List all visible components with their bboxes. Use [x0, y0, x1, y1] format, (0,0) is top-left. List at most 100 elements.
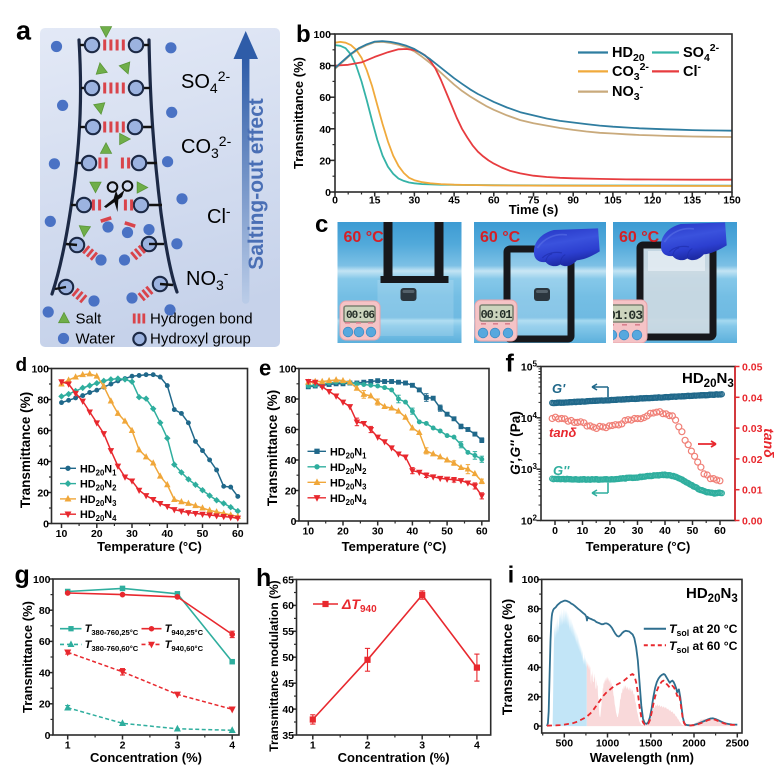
svg-text:Transmittance (%): Transmittance (%): [20, 601, 35, 713]
svg-text:Transmittance (%): Transmittance (%): [500, 599, 515, 715]
svg-text:80: 80: [39, 605, 51, 617]
svg-text:100: 100: [33, 574, 51, 586]
svg-text:3: 3: [174, 740, 180, 752]
svg-text:HD20N3: HD20N3: [330, 477, 367, 491]
svg-text:g: g: [15, 561, 30, 589]
svg-text:40: 40: [528, 662, 540, 674]
svg-text:Hydrogen bond: Hydrogen bond: [150, 311, 253, 328]
svg-text:40: 40: [39, 667, 51, 679]
svg-text:0.02: 0.02: [742, 454, 763, 466]
svg-text:4: 4: [474, 740, 480, 752]
svg-text:G'': G'': [553, 463, 570, 478]
svg-text:1: 1: [310, 740, 316, 752]
svg-text:50: 50: [687, 525, 699, 537]
svg-text:b: b: [296, 21, 311, 48]
svg-text:60 °C: 60 °C: [619, 229, 660, 246]
svg-text:tanδ: tanδ: [761, 428, 777, 458]
svg-text:Hydroxyl group: Hydroxyl group: [150, 331, 251, 348]
svg-text:45: 45: [282, 678, 294, 690]
svg-text:Concentration (%): Concentration (%): [338, 750, 450, 765]
svg-text:100: 100: [313, 29, 331, 41]
svg-text:20: 20: [337, 526, 349, 538]
svg-text:HD20N1: HD20N1: [80, 463, 117, 477]
svg-text:Transmittance modulation (%): Transmittance modulation (%): [267, 580, 281, 751]
svg-text:2000: 2000: [682, 738, 706, 750]
svg-text:HD20N2: HD20N2: [330, 462, 367, 476]
svg-text:Concentration (%): Concentration (%): [90, 750, 202, 765]
svg-text:G': G': [552, 381, 566, 396]
svg-text:0.03: 0.03: [742, 423, 763, 435]
svg-text:0.00: 0.00: [742, 516, 763, 528]
svg-text:HD20N4: HD20N4: [80, 509, 117, 523]
svg-text:15: 15: [369, 195, 381, 207]
svg-text:Cl-: Cl-: [683, 61, 702, 80]
svg-text:60: 60: [285, 424, 297, 436]
svg-text:50: 50: [441, 526, 453, 538]
svg-text:30: 30: [409, 195, 421, 207]
svg-text:tanδ: tanδ: [549, 425, 577, 440]
svg-text:HD20N1: HD20N1: [330, 446, 367, 460]
svg-text:Temperature (°C): Temperature (°C): [97, 539, 202, 554]
svg-text:105: 105: [604, 195, 622, 207]
svg-text:10: 10: [56, 528, 68, 540]
svg-text:50: 50: [197, 528, 209, 540]
svg-text:60: 60: [528, 633, 540, 645]
svg-text:120: 120: [644, 195, 662, 207]
svg-text:i: i: [508, 562, 514, 588]
svg-text:65: 65: [282, 574, 294, 586]
svg-text:01:03: 01:03: [608, 308, 643, 323]
svg-text:60: 60: [714, 525, 726, 537]
svg-text:0: 0: [45, 730, 51, 742]
svg-text:d: d: [16, 355, 28, 376]
svg-text:Transmittance (%): Transmittance (%): [291, 57, 306, 169]
svg-text:150: 150: [723, 195, 741, 207]
svg-text:1: 1: [65, 740, 71, 752]
svg-text:2: 2: [365, 740, 371, 752]
svg-text:00:01: 00:01: [480, 308, 512, 322]
svg-text:60 °C: 60 °C: [344, 229, 385, 246]
svg-text:3: 3: [419, 740, 425, 752]
svg-text:40: 40: [319, 124, 331, 136]
svg-text:40: 40: [285, 455, 297, 467]
svg-text:20: 20: [604, 525, 616, 537]
svg-text:135: 135: [684, 195, 702, 207]
svg-text:f: f: [506, 350, 515, 378]
svg-text:1000: 1000: [596, 738, 620, 750]
svg-text:00:06: 00:06: [346, 310, 374, 322]
svg-text:h: h: [256, 564, 271, 592]
svg-text:0: 0: [291, 516, 297, 528]
svg-text:Salt: Salt: [76, 311, 103, 328]
svg-text:a: a: [16, 16, 32, 46]
svg-text:0: 0: [533, 721, 539, 733]
svg-text:60: 60: [39, 636, 51, 648]
svg-text:Temperature (°C): Temperature (°C): [586, 539, 691, 554]
svg-text:0.04: 0.04: [742, 392, 763, 404]
svg-text:20: 20: [319, 155, 331, 167]
svg-text:G',G'' (Pa): G',G'' (Pa): [508, 411, 523, 475]
svg-text:60: 60: [319, 92, 331, 104]
svg-text:35: 35: [282, 730, 294, 742]
svg-text:100: 100: [279, 363, 297, 375]
svg-text:e: e: [259, 356, 271, 381]
svg-text:20: 20: [528, 692, 540, 704]
svg-text:40: 40: [407, 526, 419, 538]
svg-text:Wavelength (nm): Wavelength (nm): [590, 750, 694, 765]
svg-text:20: 20: [37, 487, 49, 499]
svg-text:40: 40: [659, 525, 671, 537]
svg-text:10: 10: [577, 525, 589, 537]
svg-text:75: 75: [528, 195, 540, 207]
svg-text:80: 80: [528, 604, 540, 616]
svg-text:40: 40: [37, 456, 49, 468]
svg-text:HD20N3: HD20N3: [682, 370, 734, 390]
svg-text:1500: 1500: [639, 738, 663, 750]
svg-text:30: 30: [632, 525, 644, 537]
svg-text:0.01: 0.01: [742, 485, 763, 497]
svg-text:80: 80: [319, 61, 331, 73]
svg-text:2500: 2500: [726, 738, 750, 750]
svg-text:4: 4: [229, 740, 235, 752]
svg-text:HD20N4: HD20N4: [330, 493, 367, 507]
svg-text:Salting-out effect: Salting-out effect: [245, 98, 268, 270]
svg-text:60: 60: [282, 600, 294, 612]
svg-text:60 °C: 60 °C: [480, 229, 521, 246]
svg-text:60: 60: [476, 526, 488, 538]
